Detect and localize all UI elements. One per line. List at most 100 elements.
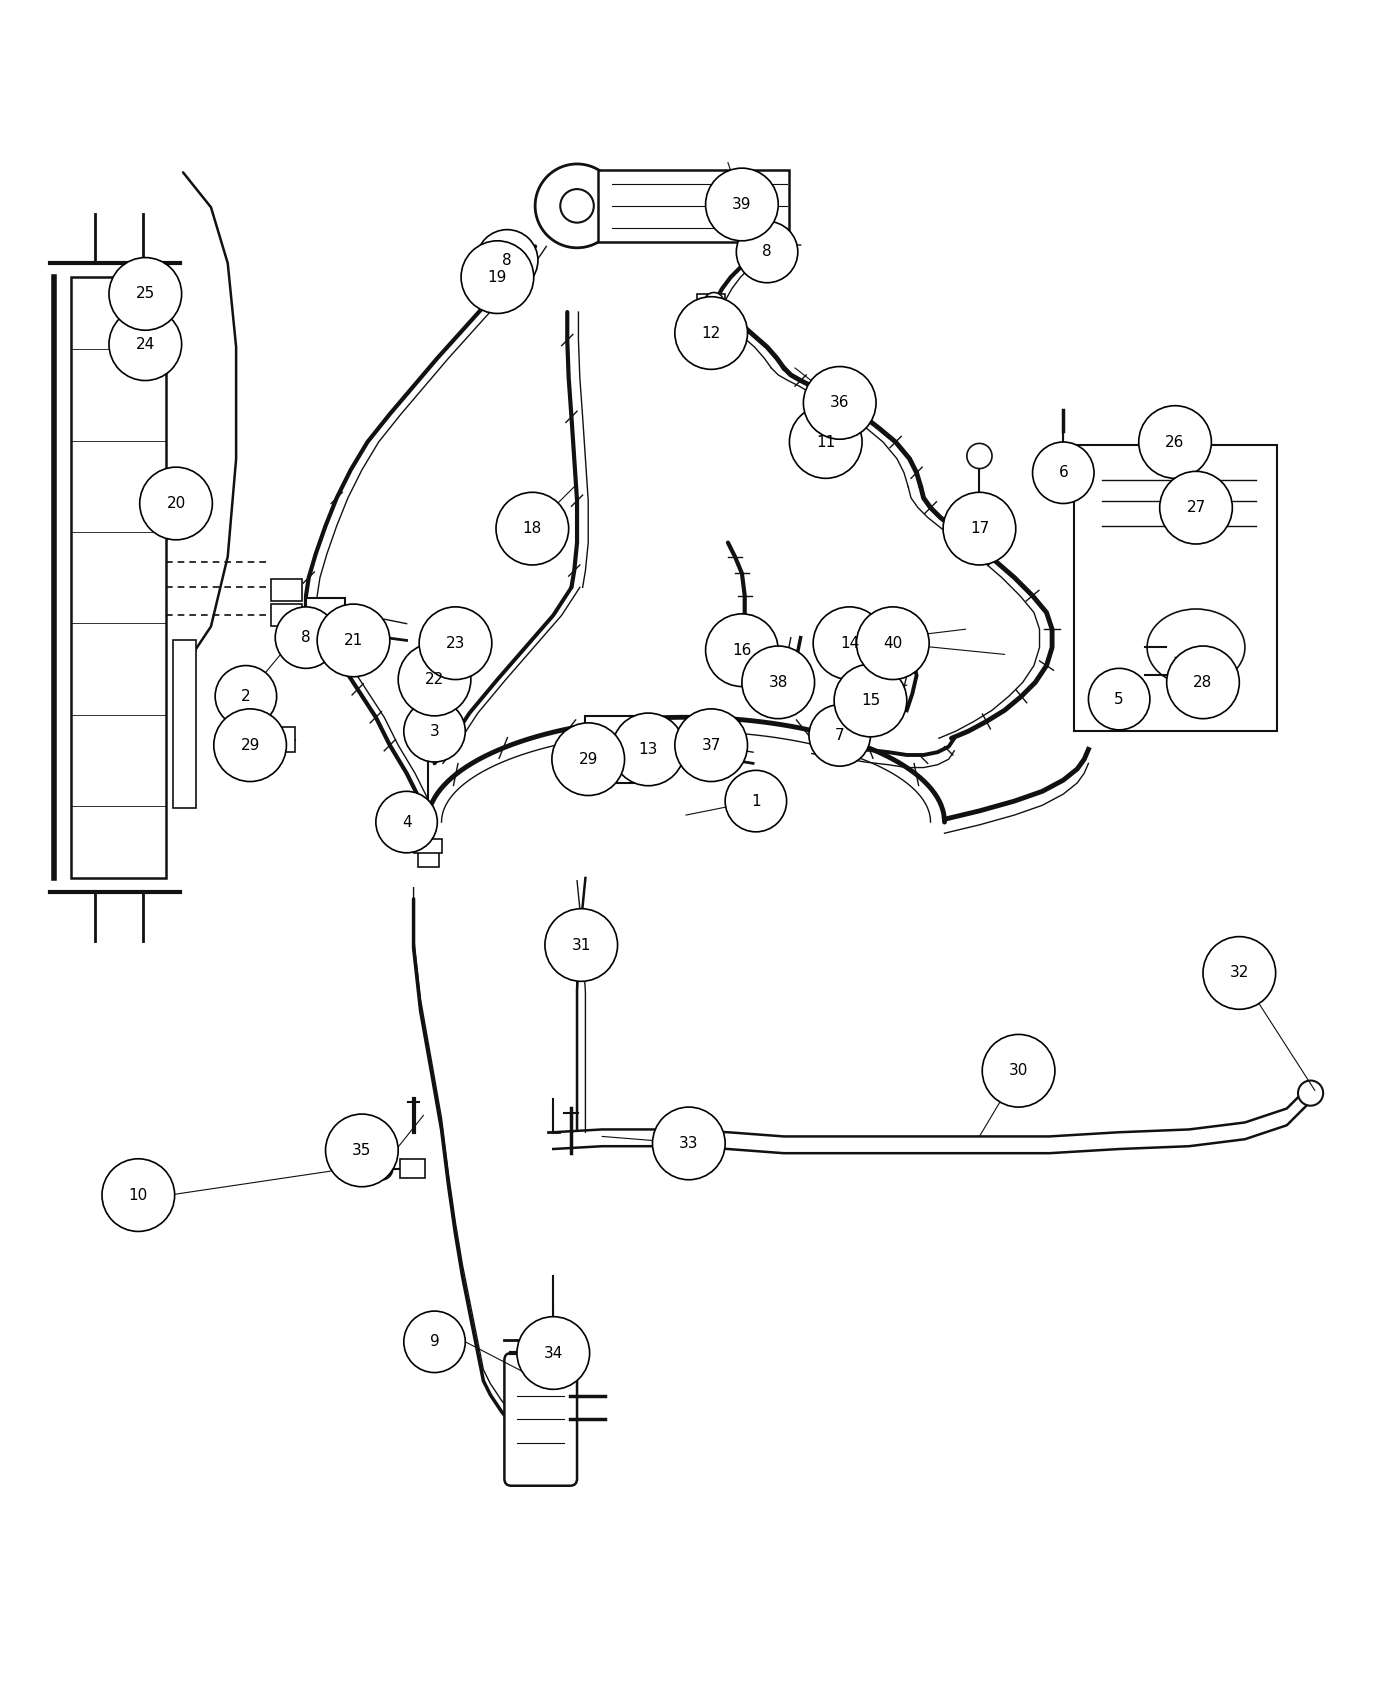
Text: 18: 18 bbox=[522, 522, 542, 536]
Text: 11: 11 bbox=[816, 435, 836, 449]
Circle shape bbox=[326, 1114, 398, 1187]
Circle shape bbox=[1033, 442, 1093, 503]
Circle shape bbox=[704, 292, 724, 313]
Text: 20: 20 bbox=[167, 496, 186, 512]
Circle shape bbox=[276, 607, 337, 668]
Bar bbox=[497, 241, 525, 262]
Text: 31: 31 bbox=[571, 937, 591, 952]
Bar bbox=[174, 641, 196, 808]
Text: 25: 25 bbox=[136, 286, 155, 301]
Circle shape bbox=[216, 666, 277, 728]
Circle shape bbox=[419, 607, 491, 680]
Text: 1: 1 bbox=[750, 794, 760, 809]
Text: 19: 19 bbox=[487, 270, 507, 284]
FancyBboxPatch shape bbox=[504, 1353, 577, 1486]
Bar bbox=[71, 277, 167, 877]
Bar bbox=[753, 233, 781, 252]
Text: 27: 27 bbox=[1186, 500, 1205, 515]
Text: 17: 17 bbox=[970, 522, 988, 536]
Text: 15: 15 bbox=[861, 694, 881, 707]
Circle shape bbox=[834, 665, 907, 736]
Bar bbox=[417, 721, 452, 755]
Text: 21: 21 bbox=[344, 632, 363, 648]
Circle shape bbox=[476, 230, 538, 291]
Circle shape bbox=[109, 258, 182, 330]
Text: 14: 14 bbox=[840, 636, 860, 651]
Circle shape bbox=[679, 745, 699, 765]
Text: 29: 29 bbox=[241, 738, 260, 753]
Circle shape bbox=[102, 1159, 175, 1231]
Circle shape bbox=[727, 196, 749, 218]
Text: 29: 29 bbox=[578, 751, 598, 767]
Bar bbox=[272, 604, 302, 626]
Circle shape bbox=[742, 646, 815, 719]
Circle shape bbox=[545, 910, 617, 981]
Circle shape bbox=[804, 367, 876, 439]
Circle shape bbox=[725, 770, 787, 831]
Circle shape bbox=[1088, 668, 1149, 729]
Circle shape bbox=[318, 604, 389, 677]
Circle shape bbox=[1138, 406, 1211, 478]
Text: 9: 9 bbox=[430, 1334, 440, 1350]
Circle shape bbox=[652, 1107, 725, 1180]
Text: 7: 7 bbox=[834, 728, 844, 743]
Circle shape bbox=[552, 722, 624, 796]
Circle shape bbox=[736, 221, 798, 282]
Text: 23: 23 bbox=[445, 636, 465, 651]
Circle shape bbox=[790, 406, 862, 478]
Text: 8: 8 bbox=[301, 631, 311, 644]
Bar bbox=[265, 728, 295, 751]
Text: 8: 8 bbox=[503, 253, 512, 269]
Text: 3: 3 bbox=[430, 724, 440, 740]
Bar bbox=[1074, 445, 1277, 731]
Circle shape bbox=[612, 712, 685, 785]
Circle shape bbox=[857, 607, 930, 680]
Text: 4: 4 bbox=[402, 814, 412, 830]
Text: 13: 13 bbox=[638, 741, 658, 757]
Text: 36: 36 bbox=[830, 396, 850, 410]
Circle shape bbox=[398, 643, 470, 716]
Bar bbox=[413, 838, 441, 853]
Circle shape bbox=[748, 196, 770, 218]
Circle shape bbox=[535, 163, 619, 248]
Circle shape bbox=[349, 1154, 375, 1183]
Text: 16: 16 bbox=[732, 643, 752, 658]
Circle shape bbox=[675, 298, 748, 369]
Circle shape bbox=[560, 189, 594, 223]
Text: 5: 5 bbox=[1114, 692, 1124, 707]
Circle shape bbox=[944, 493, 1016, 564]
Bar bbox=[307, 598, 346, 643]
Text: 26: 26 bbox=[1165, 435, 1184, 449]
Circle shape bbox=[1203, 937, 1275, 1010]
Text: 12: 12 bbox=[701, 325, 721, 340]
Text: 34: 34 bbox=[543, 1345, 563, 1360]
Bar bbox=[417, 850, 438, 867]
Text: 8: 8 bbox=[762, 245, 771, 260]
Circle shape bbox=[809, 706, 871, 767]
Circle shape bbox=[517, 1318, 589, 1389]
Circle shape bbox=[706, 614, 778, 687]
Circle shape bbox=[706, 168, 778, 241]
Text: 33: 33 bbox=[679, 1136, 699, 1151]
Text: 28: 28 bbox=[1193, 675, 1212, 690]
Circle shape bbox=[109, 308, 182, 381]
Circle shape bbox=[140, 468, 213, 541]
Circle shape bbox=[403, 700, 465, 762]
Circle shape bbox=[370, 1158, 392, 1180]
Circle shape bbox=[983, 1034, 1054, 1107]
Circle shape bbox=[1298, 1081, 1323, 1105]
Text: 40: 40 bbox=[883, 636, 903, 651]
Bar bbox=[585, 716, 638, 784]
Text: 35: 35 bbox=[353, 1142, 371, 1158]
Text: 2: 2 bbox=[241, 688, 251, 704]
Circle shape bbox=[675, 709, 748, 782]
Circle shape bbox=[498, 255, 515, 272]
Text: 6: 6 bbox=[1058, 466, 1068, 479]
Circle shape bbox=[375, 790, 437, 853]
Circle shape bbox=[461, 241, 533, 313]
Circle shape bbox=[496, 493, 568, 564]
Ellipse shape bbox=[1147, 609, 1245, 685]
Circle shape bbox=[214, 709, 287, 782]
Text: 37: 37 bbox=[701, 738, 721, 753]
Bar bbox=[542, 1321, 564, 1341]
